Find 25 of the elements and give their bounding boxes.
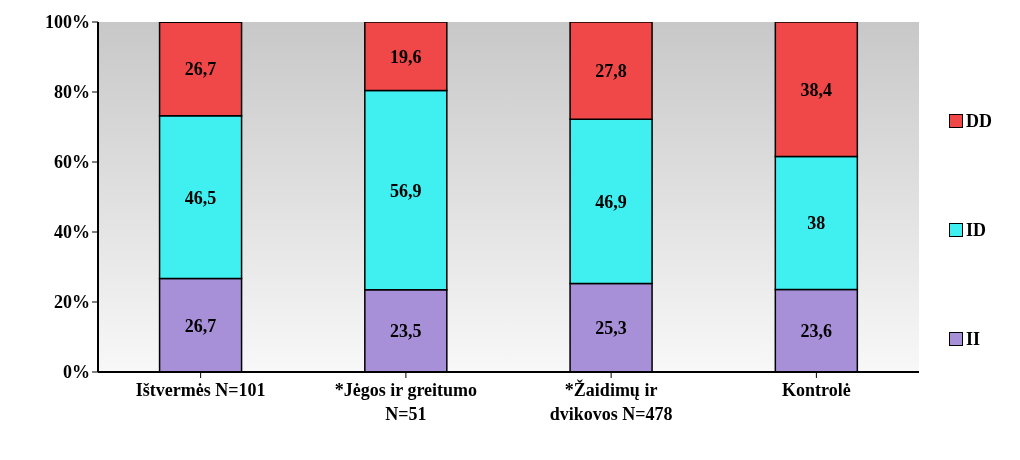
data-label: 38	[807, 213, 826, 234]
y-tick-label: 60%	[54, 152, 90, 173]
y-tick-label: 40%	[54, 222, 90, 243]
data-label: 46,5	[184, 187, 217, 208]
data-label: 38,4	[800, 79, 833, 100]
y-tick-label: 20%	[54, 292, 90, 313]
data-label: 56,9	[390, 180, 422, 201]
y-tick-label: 80%	[54, 82, 90, 103]
y-tick-label: 100%	[45, 12, 90, 33]
data-label: 19,6	[390, 46, 422, 67]
data-label: 27,8	[595, 61, 627, 82]
data-label: 23,6	[800, 321, 833, 342]
legend-label: ID	[966, 219, 987, 241]
data-label: 26,7	[184, 59, 217, 80]
y-tick-label: 0%	[63, 362, 90, 383]
x-tick-label: Kontrolė	[782, 380, 851, 400]
x-tick-label: *Jėgos ir greitumo N=51	[334, 380, 478, 424]
data-label: 46,9	[595, 191, 627, 212]
data-label: 26,7	[184, 315, 217, 336]
data-label: 25,3	[595, 318, 627, 339]
data-label: 23,5	[390, 321, 422, 342]
legend-label: DD	[966, 110, 992, 132]
x-tick-label: Ištvermės N=101	[135, 380, 266, 400]
x-tick-label: *Žaidimų ir dvikovos N=478	[549, 379, 673, 424]
legend-label: II	[966, 328, 981, 350]
